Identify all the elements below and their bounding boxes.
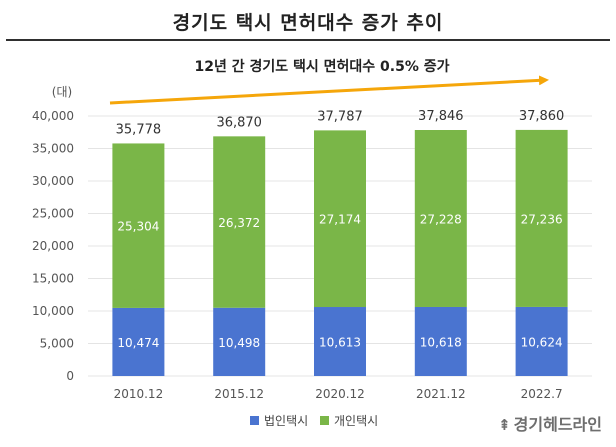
data-label-corporate: 10,474 <box>117 336 159 350</box>
x-tick-label: 2015.12 <box>214 387 264 401</box>
x-tick-label: 2010.12 <box>114 387 164 401</box>
x-tick-label: 2021.12 <box>416 387 466 401</box>
watermark: ⇞ 경기헤드라인 <box>498 411 602 435</box>
data-label-corporate: 10,613 <box>319 336 361 350</box>
y-unit-label: (대) <box>52 85 72 99</box>
y-tick-label: 15,000 <box>32 272 74 286</box>
bar-corporate-taxi <box>314 307 366 376</box>
x-tick-label: 2020.12 <box>315 387 365 401</box>
data-label-individual: 27,228 <box>420 212 462 226</box>
data-label-total: 36,870 <box>216 115 262 130</box>
data-label-total: 35,778 <box>116 122 162 137</box>
data-label-corporate: 10,618 <box>420 335 462 349</box>
logo-mark-icon: ⇞ <box>498 416 511 434</box>
bar-corporate-taxi <box>414 306 467 376</box>
y-tick-label: 5,000 <box>40 337 74 351</box>
bar-individual-taxi <box>213 136 266 308</box>
trend-arrow <box>109 75 549 105</box>
x-tick-label: 2022.7 <box>521 387 563 401</box>
y-tick-label: 35,000 <box>32 142 74 156</box>
bar-individual-taxi <box>515 129 568 307</box>
y-tick-label: 0 <box>66 369 74 383</box>
legend: 법인택시 개인택시 <box>250 414 378 428</box>
legend-swatch-corporate <box>250 416 259 425</box>
data-label-total: 37,787 <box>317 109 363 124</box>
legend-label-individual: 개인택시 <box>334 414 378 428</box>
bar-corporate-taxi <box>515 306 568 376</box>
chart-title: 경기도 택시 면허대수 증가 추이 <box>172 12 444 34</box>
bar-individual-taxi <box>314 130 366 308</box>
data-label-corporate: 10,624 <box>521 335 563 349</box>
trend-annotation: 12년 간 경기도 택시 면허대수 0.5% 증가 <box>195 58 450 75</box>
watermark-text: 경기헤드라인 <box>513 415 602 434</box>
data-label-individual: 26,372 <box>218 216 260 230</box>
data-label-individual: 27,236 <box>521 212 563 226</box>
data-label-individual: 27,174 <box>319 213 361 227</box>
y-tick-label: 10,000 <box>32 304 74 318</box>
legend-swatch-individual <box>320 416 329 425</box>
legend-label-corporate: 법인택시 <box>264 414 308 428</box>
bar-corporate-taxi <box>112 307 165 376</box>
data-label-corporate: 10,498 <box>218 336 260 350</box>
data-label-total: 37,860 <box>519 109 565 124</box>
y-tick-label: 30,000 <box>32 174 74 188</box>
bar-corporate-taxi <box>213 307 266 376</box>
data-label-total: 37,846 <box>418 109 464 124</box>
y-tick-label: 40,000 <box>32 109 74 123</box>
data-label-individual: 25,304 <box>117 220 159 234</box>
y-tick-label: 25,000 <box>32 207 74 221</box>
bar-individual-taxi <box>112 143 165 308</box>
title-divider <box>6 39 610 41</box>
y-tick-label: 20,000 <box>32 239 74 253</box>
bar-individual-taxi <box>414 130 467 307</box>
